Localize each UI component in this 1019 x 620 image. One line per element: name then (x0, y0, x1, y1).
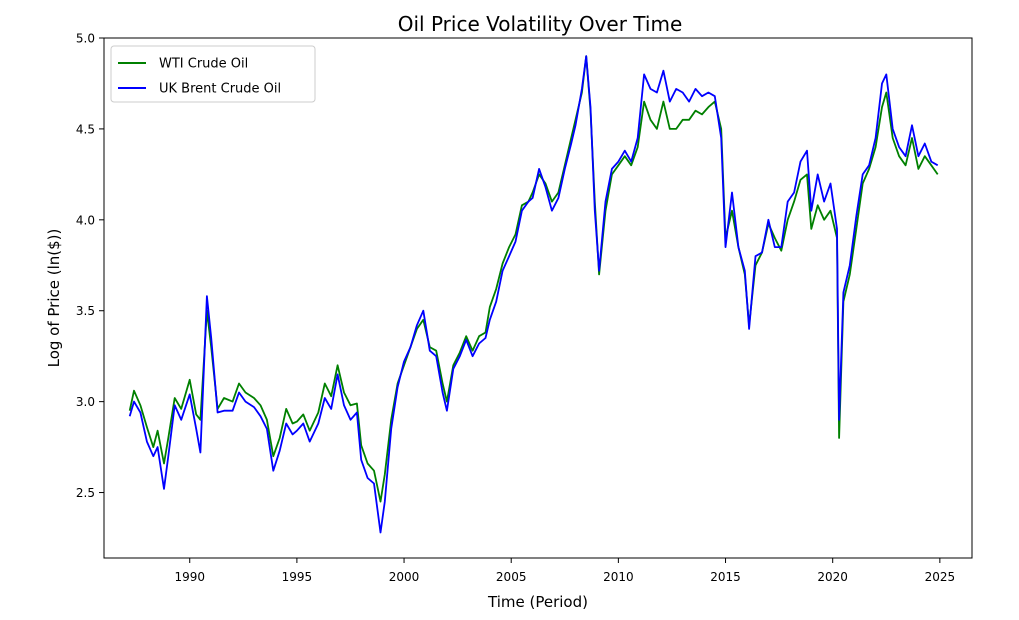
x-tick-label: 2015 (710, 570, 741, 584)
series-line-wti (128, 55, 939, 503)
legend-frame (110, 45, 316, 103)
x-axis: 1990 1995 2000 2005 2010 2015 2020 2025 (174, 558, 955, 584)
y-tick-label: 4.0 (76, 213, 95, 227)
chart-title: Oil Price Volatility Over Time (398, 12, 683, 36)
x-tick-label: 2020 (817, 570, 848, 584)
y-axis-label: Log of Price (ln($)) (45, 229, 63, 368)
x-tick-label: 1990 (174, 570, 205, 584)
y-axis: 2.5 3.0 3.5 4.0 4.5 5.0 (76, 32, 104, 500)
series-layer (128, 55, 939, 534)
y-tick-label: 3.5 (76, 304, 95, 318)
y-tick-label: 4.5 (76, 122, 95, 136)
x-axis-label: Time (Period) (487, 593, 588, 611)
x-tick-label: 2000 (389, 570, 420, 584)
x-tick-label: 2025 (925, 570, 956, 584)
y-tick-label: 3.0 (76, 395, 95, 409)
y-tick-label: 2.5 (76, 486, 95, 500)
x-tick-label: 1995 (282, 570, 313, 584)
legend-label-brent: UK Brent Crude Oil (159, 82, 281, 97)
plot-frame (103, 37, 973, 559)
legend-label-wti: WTI Crude Oil (159, 57, 248, 72)
x-tick-label: 2005 (496, 570, 527, 584)
y-tick-label: 5.0 (76, 32, 95, 46)
series-line-brent (128, 55, 939, 534)
legend: WTI Crude Oil UK Brent Crude Oil (110, 45, 316, 103)
plot-area (103, 37, 973, 559)
x-tick-label: 2010 (603, 570, 634, 584)
